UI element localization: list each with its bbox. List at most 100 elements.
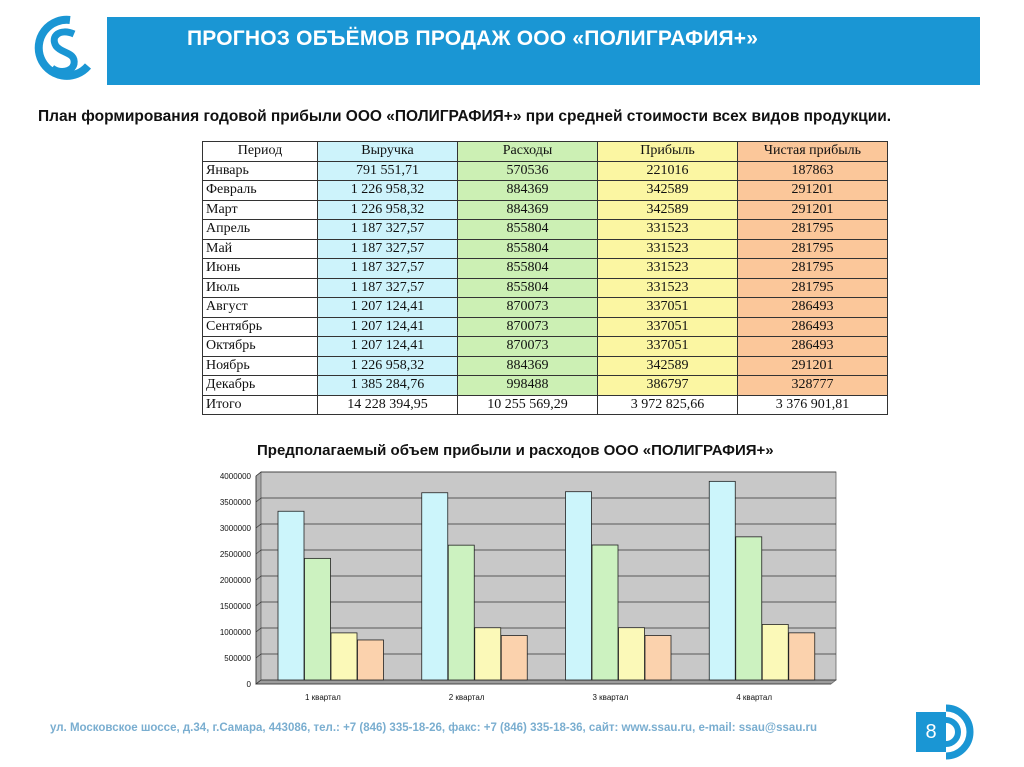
- table-cell: 342589: [597, 355, 738, 376]
- table-cell: 337051: [597, 316, 738, 337]
- table-cell: 1 226 958,32: [317, 199, 458, 220]
- table-cell: 884369: [457, 199, 598, 220]
- table-row: Июль 1 187 327,57 855804 331523 281795: [202, 277, 888, 298]
- table-row: Октябрь 1 207 124,41 870073 337051 286493: [202, 336, 888, 357]
- ssau-logo-icon: [34, 15, 92, 80]
- table-row: Сентябрь 1 207 124,41 870073 337051 286493: [202, 316, 888, 337]
- table-cell: 1 187 327,57: [317, 258, 458, 279]
- table-cell: 10 255 569,29: [457, 394, 598, 415]
- table-cell: 281795: [737, 238, 888, 259]
- table-cell: 1 207 124,41: [317, 297, 458, 318]
- chart-xtick-label: 4 квартал: [736, 693, 772, 702]
- table-cell: 1 385 284,76: [317, 375, 458, 396]
- chart-xtick-label: 3 квартал: [593, 693, 629, 702]
- header-banner: ПРОГНОЗ ОБЪЁМОВ ПРОДАЖ ООО «ПОЛИГРАФИЯ+»: [107, 17, 980, 85]
- table-cell: Февраль: [202, 180, 318, 201]
- table-cell: 884369: [457, 180, 598, 201]
- table-cell: 870073: [457, 316, 598, 337]
- table-row: Июнь 1 187 327,57 855804 331523 281795: [202, 258, 888, 279]
- table-row: Август 1 207 124,41 870073 337051 286493: [202, 297, 888, 318]
- table-row: Май 1 187 327,57 855804 331523 281795: [202, 238, 888, 259]
- table-cell: 14 228 394,95: [317, 394, 458, 415]
- table-cell: 337051: [597, 297, 738, 318]
- table-cell: 1 187 327,57: [317, 277, 458, 298]
- header-net-profit: Чистая прибыль: [737, 141, 888, 162]
- chart-ytick-label: 1000000: [220, 628, 252, 637]
- chart-gridline-side: [255, 471, 262, 477]
- profit-table: Период Выручка Расходы Прибыль Чистая пр…: [202, 141, 888, 415]
- chart-gridline-side: [255, 497, 262, 503]
- header-revenue: Выручка: [317, 141, 458, 162]
- chart-bar: [788, 632, 816, 681]
- table-total-row: Итого 14 228 394,95 10 255 569,29 3 972 825…: [202, 394, 888, 415]
- table-cell: 291201: [737, 180, 888, 201]
- chart-floor: [255, 679, 837, 685]
- table-cell: 331523: [597, 258, 738, 279]
- table-cell: 855804: [457, 258, 598, 279]
- chart-xtick-label: 1 квартал: [305, 693, 341, 702]
- chart-gridline-side: [255, 653, 262, 659]
- chart-gridline-side: [255, 575, 262, 581]
- table-cell: 870073: [457, 336, 598, 357]
- table-cell: 1 226 958,32: [317, 355, 458, 376]
- chart-ytick-label: 0: [247, 680, 252, 689]
- table-cell: 187863: [737, 160, 888, 181]
- chart-bar: [421, 492, 449, 681]
- table-row: Март 1 226 958,32 884369 342589 291201: [202, 199, 888, 220]
- chart-gridline-side: [255, 601, 262, 607]
- table-cell: Май: [202, 238, 318, 259]
- table-cell: Апрель: [202, 219, 318, 240]
- chart-bar: [591, 544, 619, 681]
- table-cell: 570536: [457, 160, 598, 181]
- table-cell: 286493: [737, 297, 888, 318]
- header-period: Период: [202, 141, 318, 162]
- page-number: 8: [916, 712, 946, 752]
- chart-bar: [708, 480, 736, 681]
- chart-bar: [761, 624, 789, 681]
- chart-ytick-label: 2500000: [220, 550, 252, 559]
- table-cell: 1 207 124,41: [317, 336, 458, 357]
- chart-xtick-label: 2 квартал: [449, 693, 485, 702]
- chart-bar: [277, 510, 305, 681]
- table-cell: 884369: [457, 355, 598, 376]
- chart-bar: [447, 544, 475, 681]
- table-cell: 281795: [737, 258, 888, 279]
- table-cell: 3 376 901,81: [737, 394, 888, 415]
- chart-bar: [304, 557, 331, 681]
- table-cell: 337051: [597, 336, 738, 357]
- table-cell: 342589: [597, 180, 738, 201]
- table-cell: 331523: [597, 219, 738, 240]
- chart-bar: [330, 632, 358, 681]
- table-cell: Сентябрь: [202, 316, 318, 337]
- chart-gridline-side: [255, 523, 262, 529]
- chart-ytick-label: 4000000: [220, 472, 252, 481]
- table-cell: 1 187 327,57: [317, 238, 458, 259]
- ssau-d-logo-icon: [945, 704, 974, 760]
- table-row: Ноябрь 1 226 958,32 884369 342589 291201: [202, 355, 888, 376]
- header-profit: Прибыль: [597, 141, 738, 162]
- table-cell: 281795: [737, 219, 888, 240]
- table-cell: 331523: [597, 238, 738, 259]
- table-cell: 328777: [737, 375, 888, 396]
- table-row: Апрель 1 187 327,57 855804 331523 281795: [202, 219, 888, 240]
- chart-bar: [357, 639, 384, 681]
- table-header-row: Период Выручка Расходы Прибыль Чистая пр…: [202, 141, 888, 162]
- table-cell: 855804: [457, 219, 598, 240]
- table-cell: Март: [202, 199, 318, 220]
- table-row: Февраль 1 226 958,32 884369 342589 291201: [202, 180, 888, 201]
- table-cell: Декабрь: [202, 375, 318, 396]
- chart-gridline-side: [255, 549, 262, 555]
- table-row: Январь 791 551,71 570536 221016 187863: [202, 160, 888, 181]
- page-title: ПРОГНОЗ ОБЪЁМОВ ПРОДАЖ ООО «ПОЛИГРАФИЯ+»: [187, 27, 759, 50]
- chart-bar: [474, 627, 502, 681]
- table-cell: 1 226 958,32: [317, 180, 458, 201]
- table-cell: 291201: [737, 355, 888, 376]
- table-cell: Июль: [202, 277, 318, 298]
- table-cell: Итого: [202, 394, 318, 415]
- table-cell: Октябрь: [202, 336, 318, 357]
- table-cell: 855804: [457, 238, 598, 259]
- table-cell: 281795: [737, 277, 888, 298]
- table-cell: Июнь: [202, 258, 318, 279]
- table-cell: 331523: [597, 277, 738, 298]
- table-cell: 1 187 327,57: [317, 219, 458, 240]
